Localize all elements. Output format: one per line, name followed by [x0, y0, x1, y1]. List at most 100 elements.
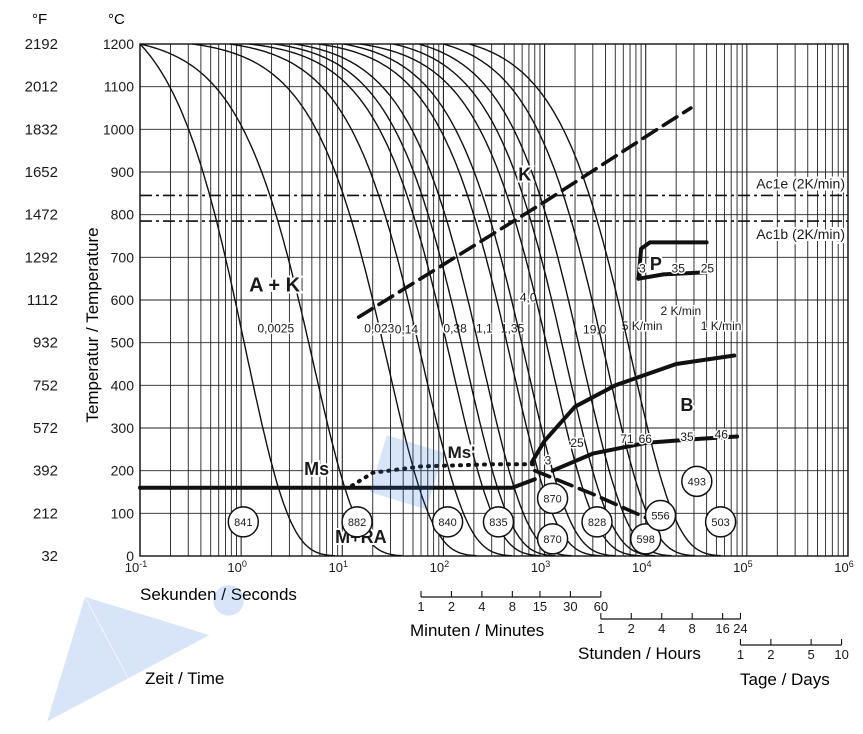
- hardness-value: 840: [438, 517, 456, 529]
- day-scale-tick-label: 1: [737, 647, 744, 662]
- hardness-value: 598: [637, 534, 655, 546]
- minute-scale-tick-label: 15: [533, 599, 547, 614]
- cooling-rate-label: 0,38: [443, 321, 467, 335]
- cooling-rate-label: 2 K/min: [660, 304, 701, 318]
- minute-scale-tick-label: 30: [563, 599, 577, 614]
- hardness-circle: [227, 506, 260, 538]
- phase-percent-label: 46: [715, 428, 729, 442]
- y-tick-label-celsius: 400: [111, 377, 135, 393]
- y-tick-label-fahrenheit: 1472: [25, 207, 58, 224]
- cooling-curve: [139, 43, 335, 557]
- hardness-value: 882: [348, 517, 366, 529]
- region-label: K: [518, 165, 531, 185]
- hour-scale-tick-label: 1: [597, 621, 604, 636]
- transformation-lines: [138, 106, 740, 520]
- cooling-rate-label: 0,023: [364, 321, 394, 335]
- x-tick-label: 106: [834, 559, 853, 575]
- celsius-unit-label: °C: [108, 11, 125, 28]
- transformation-line: [636, 240, 709, 281]
- hardness-circle: [536, 523, 569, 555]
- hardness-circle: [581, 506, 613, 538]
- y-tick-label-fahrenheit: 32: [41, 548, 58, 565]
- x-tick-label: 103: [531, 559, 550, 575]
- hardness-circle: [681, 465, 713, 498]
- x-tick-label: 102: [430, 559, 449, 575]
- cooling-rate-label: 0,0025: [257, 321, 294, 335]
- region-label: A + K: [249, 274, 300, 296]
- x-tick-label: 10-1: [125, 559, 147, 575]
- hour-scale-tick-label: 24: [733, 621, 747, 636]
- y-axis-title: Temperatur / Temperature: [83, 227, 102, 422]
- day-scale-tick-label: 5: [808, 647, 815, 662]
- phase-percent-label: 25: [570, 436, 584, 450]
- y-tick-label-celsius: 1200: [103, 36, 134, 52]
- y-tick-label-celsius: 800: [111, 207, 135, 223]
- y-tick-label-fahrenheit: 752: [33, 377, 58, 394]
- x-axis-title-seconds: Sekunden / Seconds: [140, 585, 297, 604]
- hardness-value: 493: [688, 476, 706, 488]
- region-label: P: [650, 254, 662, 274]
- x-axis-title-hours: Stunden / Hours: [578, 644, 701, 663]
- transformation-line: [350, 462, 537, 488]
- y-tick-label-celsius: 100: [111, 505, 135, 521]
- y-tick-label-celsius: 500: [111, 335, 135, 351]
- day-scale-tick-label: 10: [834, 647, 848, 662]
- hardness-circle: [431, 506, 464, 538]
- region-label: B: [680, 395, 693, 415]
- hardness-value: 870: [543, 493, 561, 505]
- phase-percent-label: 35: [680, 430, 694, 444]
- y-tick-label-celsius: 200: [111, 463, 135, 479]
- phase-percent-label: 71: [620, 432, 634, 446]
- plot-frame: [139, 43, 849, 557]
- hour-scale-tick-label: 2: [628, 621, 635, 636]
- cooling-rate-label: 4,0: [520, 290, 537, 304]
- y-tick-label-fahrenheit: 1112: [27, 292, 58, 309]
- region-label: Ms: [304, 459, 329, 479]
- y-tick-label-celsius: 700: [111, 249, 135, 265]
- day-scale-tick-label: 2: [767, 647, 774, 662]
- cct-diagram: Ac1e (2K/min)Ac1b (2K/min) 0,0025 0,023 0,…: [25, 11, 854, 689]
- hardness-circle: [341, 506, 373, 538]
- y-tick-label-fahrenheit: 392: [33, 463, 58, 480]
- y-tick-label-fahrenheit: 212: [33, 505, 58, 522]
- x-axis-title-days: Tage / Days: [740, 670, 830, 689]
- phase-percent-label: 66: [639, 432, 653, 446]
- transformation-line: [138, 477, 537, 490]
- phase-percent-label: 35: [672, 261, 686, 275]
- cooling-rate-label: 5 K/min: [622, 319, 663, 333]
- minute-scale-tick-label: 1: [417, 599, 424, 614]
- cooling-curve: [229, 43, 512, 557]
- y-tick-label-fahrenheit: 2192: [25, 36, 58, 53]
- reference-line-label: Ac1e (2K/min): [756, 175, 845, 191]
- hardness-value: 503: [711, 517, 729, 529]
- x-tick-label: 100: [227, 559, 246, 575]
- y-tick-label-celsius: 600: [111, 292, 135, 308]
- y-tick-label-celsius: 1000: [103, 121, 134, 137]
- y-tick-label-fahrenheit: 572: [33, 420, 58, 437]
- hour-scale-tick-label: 16: [715, 621, 729, 636]
- y-tick-label-celsius: 0: [126, 548, 134, 564]
- y-tick-label-celsius: 300: [111, 420, 135, 436]
- y-tick-label-fahrenheit: 2012: [25, 79, 58, 96]
- chart-axes: 0321002122003923005724007525009326001112…: [25, 36, 854, 662]
- minute-scale-tick-label: 8: [509, 599, 516, 614]
- hardness-circle: [644, 499, 677, 532]
- y-tick-label-fahrenheit: 1652: [25, 164, 58, 181]
- x-tick-label: 105: [733, 559, 752, 575]
- cooling-rate-label: 19,0: [583, 322, 607, 336]
- cooling-curve: [192, 43, 477, 557]
- x-axis-title-minutes: Minuten / Minutes: [410, 621, 544, 640]
- cooling-curve: [318, 43, 601, 557]
- transformation-line: [533, 468, 648, 520]
- x-axis-title-time: Zeit / Time: [145, 669, 224, 688]
- y-tick-label-celsius: 1100: [104, 79, 134, 95]
- cooling-curve: [468, 43, 722, 557]
- transformation-line: [529, 353, 737, 465]
- hardness-value: 556: [651, 510, 669, 522]
- reference-lines: Ac1e (2K/min) Ac1b (2K/min): [140, 173, 848, 244]
- x-tick-label: 104: [632, 559, 651, 575]
- hardness-circle: [704, 506, 737, 538]
- hardness-value: 835: [489, 517, 507, 529]
- hardness-value: 828: [588, 517, 606, 529]
